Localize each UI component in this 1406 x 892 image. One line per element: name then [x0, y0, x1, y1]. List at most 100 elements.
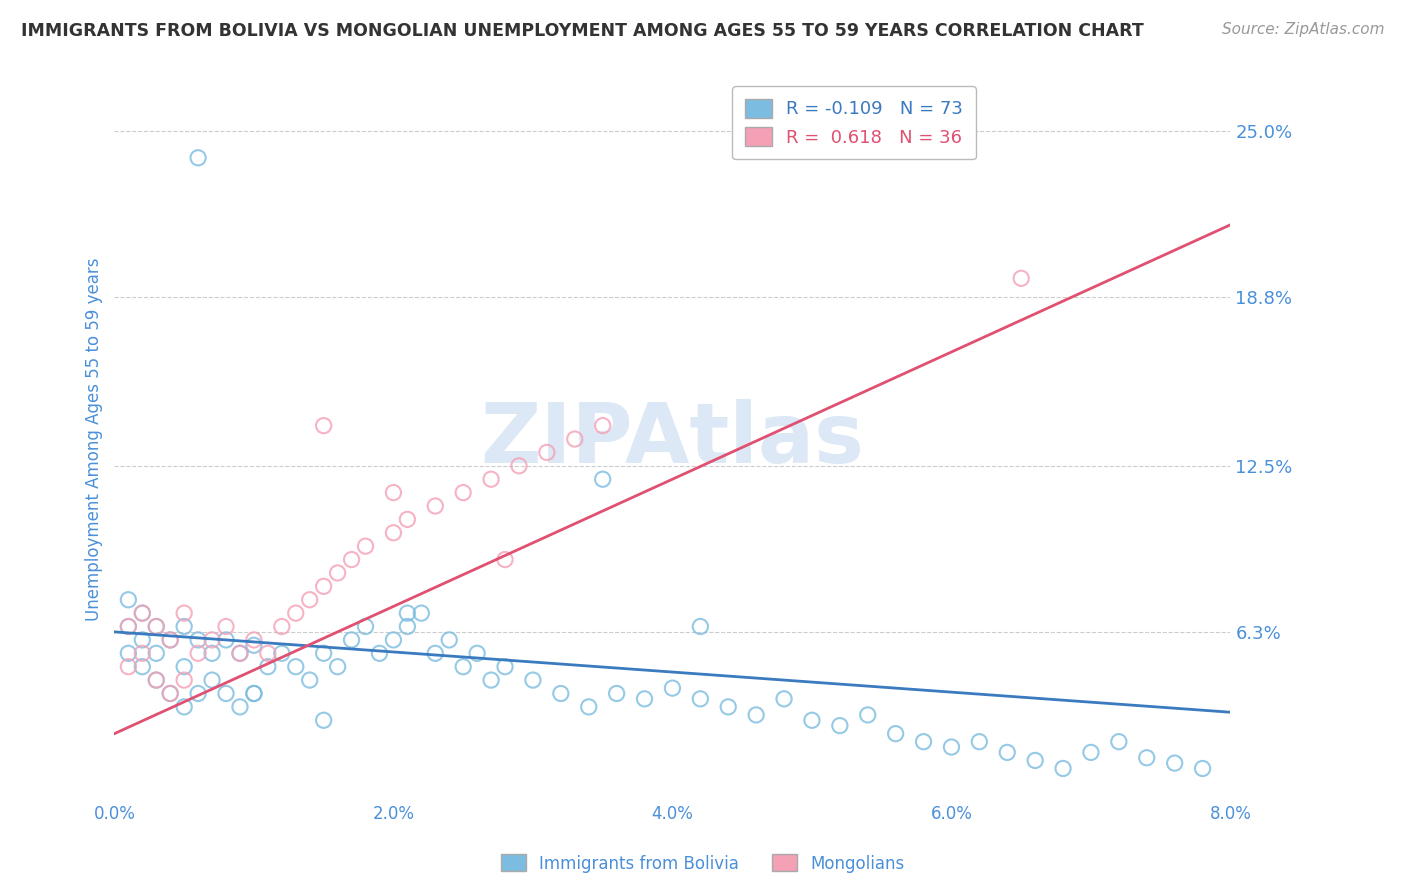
- Point: [411, 606, 433, 620]
- Point: [312, 579, 335, 593]
- Text: Source: ZipAtlas.com: Source: ZipAtlas.com: [1222, 22, 1385, 37]
- Point: [494, 552, 516, 566]
- Point: [1191, 762, 1213, 776]
- Point: [117, 592, 139, 607]
- Point: [173, 606, 195, 620]
- Point: [173, 659, 195, 673]
- Point: [884, 726, 907, 740]
- Point: [689, 619, 711, 633]
- Point: [479, 472, 502, 486]
- Point: [592, 418, 614, 433]
- Point: [298, 673, 321, 687]
- Point: [243, 632, 266, 647]
- Point: [187, 151, 209, 165]
- Point: [187, 646, 209, 660]
- Point: [257, 646, 280, 660]
- Point: [382, 632, 405, 647]
- Point: [145, 646, 167, 660]
- Point: [828, 718, 851, 732]
- Point: [1052, 762, 1074, 776]
- Point: [995, 746, 1018, 760]
- Point: [173, 699, 195, 714]
- Point: [159, 686, 181, 700]
- Point: [479, 673, 502, 687]
- Point: [717, 699, 740, 714]
- Point: [243, 638, 266, 652]
- Point: [131, 646, 153, 660]
- Point: [578, 699, 600, 714]
- Point: [229, 699, 252, 714]
- Point: [284, 606, 307, 620]
- Point: [1136, 751, 1159, 765]
- Point: [689, 691, 711, 706]
- Legend: Immigrants from Bolivia, Mongolians: Immigrants from Bolivia, Mongolians: [495, 847, 911, 880]
- Point: [564, 432, 586, 446]
- Point: [1163, 756, 1185, 771]
- Point: [270, 646, 292, 660]
- Point: [215, 686, 238, 700]
- Point: [229, 646, 252, 660]
- Point: [229, 646, 252, 660]
- Point: [326, 566, 349, 580]
- Point: [536, 445, 558, 459]
- Point: [382, 525, 405, 540]
- Point: [201, 673, 224, 687]
- Text: IMMIGRANTS FROM BOLIVIA VS MONGOLIAN UNEMPLOYMENT AMONG AGES 55 TO 59 YEARS CORR: IMMIGRANTS FROM BOLIVIA VS MONGOLIAN UNE…: [21, 22, 1144, 40]
- Point: [451, 485, 474, 500]
- Point: [201, 632, 224, 647]
- Point: [745, 707, 768, 722]
- Point: [131, 659, 153, 673]
- Point: [368, 646, 391, 660]
- Point: [243, 686, 266, 700]
- Point: [312, 646, 335, 660]
- Point: [856, 707, 879, 722]
- Point: [117, 619, 139, 633]
- Point: [912, 734, 935, 748]
- Point: [382, 485, 405, 500]
- Point: [243, 686, 266, 700]
- Point: [215, 619, 238, 633]
- Point: [117, 659, 139, 673]
- Point: [800, 713, 823, 727]
- Point: [465, 646, 488, 660]
- Point: [340, 632, 363, 647]
- Point: [425, 646, 447, 660]
- Point: [159, 632, 181, 647]
- Point: [396, 606, 419, 620]
- Point: [340, 552, 363, 566]
- Point: [131, 606, 153, 620]
- Point: [187, 686, 209, 700]
- Point: [1010, 271, 1032, 285]
- Point: [773, 691, 796, 706]
- Point: [117, 619, 139, 633]
- Point: [1080, 746, 1102, 760]
- Point: [969, 734, 991, 748]
- Legend: R = -0.109   N = 73, R =  0.618   N = 36: R = -0.109 N = 73, R = 0.618 N = 36: [733, 87, 976, 160]
- Point: [1024, 754, 1046, 768]
- Point: [131, 606, 153, 620]
- Point: [159, 632, 181, 647]
- Point: [145, 619, 167, 633]
- Point: [354, 619, 377, 633]
- Point: [550, 686, 572, 700]
- Y-axis label: Unemployment Among Ages 55 to 59 years: Unemployment Among Ages 55 to 59 years: [86, 257, 103, 621]
- Point: [451, 659, 474, 673]
- Point: [131, 632, 153, 647]
- Point: [326, 659, 349, 673]
- Point: [173, 619, 195, 633]
- Point: [396, 619, 419, 633]
- Point: [606, 686, 628, 700]
- Point: [312, 713, 335, 727]
- Point: [312, 418, 335, 433]
- Point: [633, 691, 655, 706]
- Point: [522, 673, 544, 687]
- Point: [159, 686, 181, 700]
- Point: [494, 659, 516, 673]
- Point: [173, 673, 195, 687]
- Point: [941, 740, 963, 755]
- Point: [145, 673, 167, 687]
- Point: [298, 592, 321, 607]
- Point: [257, 659, 280, 673]
- Point: [187, 632, 209, 647]
- Point: [508, 458, 530, 473]
